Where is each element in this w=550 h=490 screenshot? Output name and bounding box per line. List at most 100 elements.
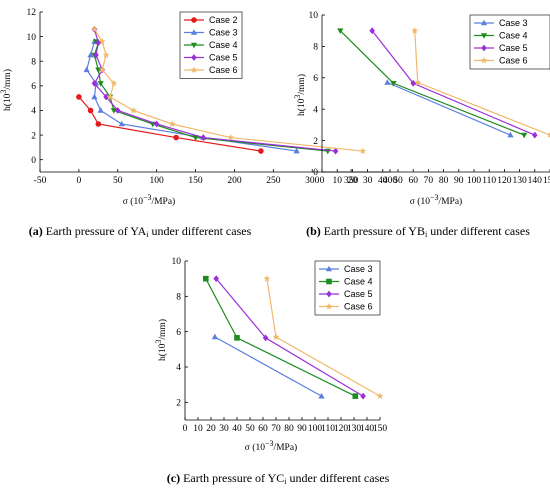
chart-c-series-case-6-point [263,275,271,282]
chart-a-series-case-5-point [93,51,99,59]
chart-a-series-case-5-point [332,147,339,155]
chart-a-legend-marker-case-6 [190,66,198,73]
chart-b-series-case-3-line [387,81,511,136]
chart-a-series-case-6-point [129,106,137,114]
chart-a-caption: (a) Earth pressure of YAi under differen… [29,224,252,239]
chart-c-series-case-5-point [262,334,269,342]
chart-a-y-tick-label: 4 [31,107,36,117]
chart-c-series-case-3-point [318,392,325,399]
chart-a-legend-marker-case-5 [191,54,197,61]
chart-c-x-tick-label: 120 [334,424,349,434]
chart-c-y-tick-label: 10 [172,257,182,267]
chart-a-series-case-5-line [93,29,336,152]
chart-b-x-tick-label: 110 [482,176,496,186]
chart-c-x-tick-label: 100 [308,424,323,434]
chart-b-x-tick-label: 150 [543,176,550,186]
chart-a-series-case-6-point [98,37,106,45]
chart-a-series-case-4-point [192,135,199,141]
chart-c-x-tick-label: 150 [373,424,388,434]
chart-a-legend-label-case-6: Case 6 [209,65,238,75]
chart-b-x-tick-label: 140 [528,176,543,186]
chart-b-x-tick-label: 70 [424,176,434,186]
chart-a-series-case-6-point [102,51,110,58]
chart-a-series-case-2-point [76,94,82,100]
chart-b-series-case-5-point [369,27,375,35]
chart-a-series-case-5-point [200,134,207,141]
chart-b-x-tick-label: 50 [393,176,403,186]
chart-b-x-tick-label: 20 [348,176,358,186]
chart-b-legend-label-case-5: Case 5 [499,43,528,53]
chart-c-legend-marker-case-3 [325,265,333,272]
chart-a-series-case-6-point [106,93,114,100]
chart-c-x-tick-label: 20 [206,424,216,434]
chart-c-legend-marker-case-4 [326,278,332,285]
chart-a-legend-marker-case-2 [191,17,197,23]
chart-b-y-tick-label: 4 [313,105,318,115]
chart-b-legend-marker-case-4 [480,33,488,39]
chart-b-series-case-6-point [414,78,422,86]
chart-b-x-tick-label: 100 [467,176,482,186]
chart-b-x-tick-label: 60 [408,176,418,186]
chart-a-x-tick-label: 200 [227,176,242,186]
chart-b-series-case-4-point [337,28,344,34]
chart-a-series-case-4-line [93,41,328,152]
chart-c-legend-label-case-3: Case 3 [344,264,373,274]
chart-c-legend-marker-case-5 [326,290,332,298]
chart-a-series-case-5-point [103,93,109,101]
chart-c-x-tick-label: 50 [245,424,255,434]
chart-c-legend: Case 3 Case 4 Case 5 Case 6 [314,260,381,316]
chart-b-y-tick-label: 0 [313,168,318,178]
chart-b-legend-label-case-3: Case 3 [499,18,528,28]
chart-c-legend-label-case-6: Case 6 [344,302,373,312]
chart-b-x-axis-title: σ (10−3/MPa) [410,193,462,207]
chart-a-series-case-6-point [91,25,98,33]
chart-a-y-tick-label: 6 [31,82,36,92]
chart-c-legend-label-case-4: Case 4 [344,277,373,287]
chart-b-x-tick-label: 80 [439,176,449,186]
chart-a-x-tick-label: -50 [34,176,47,186]
chart-a-series-case-3-point [91,93,98,100]
chart-b-legend-marker-case-3 [480,19,488,26]
chart-c-x-tick-label: 0 [183,424,188,434]
chart-c-series-case-3-point [211,333,218,340]
chart-a-y-tick-label: 12 [27,8,37,18]
chart-b-y-tick-label: 2 [313,137,318,147]
chart-a-x-tick-label: 100 [150,176,165,186]
chart-c-x-tick-label: 40 [232,424,242,434]
chart-c-x-tick-label: 130 [347,424,362,434]
chart-a-series-case-6-line [93,28,363,152]
chart-a-series-case-4-point [110,108,117,114]
chart-b-x-tick-label: 10 [332,176,342,186]
chart-a-legend-label-case-4: Case 4 [209,40,238,50]
chart-c-x-axis-title: σ (10−3/MPa) [245,439,297,453]
chart-b-legend-label-case-4: Case 4 [499,31,528,41]
chart-b-series-case-4-point [390,80,397,87]
chart-b-legend-marker-case-6 [480,56,488,64]
chart-a-legend: Case 2 Case 3 Case 4 Case 5 Case 6 [179,11,243,79]
chart-b-series-case-4-point [521,132,528,139]
chart-c-x-tick-label: 90 [297,424,307,434]
chart-b-legend: Case 3 Case 4 Case 5 Case 6 [469,14,550,70]
chart-a-y-tick-label: 8 [31,57,36,67]
chart-b-y-axis-title: h(103/mm) [293,74,307,116]
chart-a-series-case-2-point [95,121,102,127]
chart-a-series-case-6-point [110,79,118,87]
chart-b-legend-marker-case-5 [481,44,487,52]
chart-a-x-tick-label: 350 [344,176,359,186]
chart-a-x-axis-title: σ (10−3/MPa) [123,193,175,207]
chart-a-series-case-6-point [359,147,367,154]
chart-a-series-case-3-point [293,147,300,154]
chart-c-series-case-6-point [272,333,280,340]
chart-a-series-case-4-point [97,81,104,87]
chart-b-series-case-6-point [546,131,550,139]
chart-c-x-tick-label: 80 [284,424,294,434]
chart-a-plot: -50 0 50 100 150 200 250 300 350 400024681012Case… [27,8,398,186]
chart-b-caption: (b) Earth pressure of YBi under differen… [306,224,530,239]
chart-a-x-tick-label: 0 [77,176,82,186]
chart-a-series-case-2-point [258,148,264,154]
chart-a-legend-label-case-3: Case 3 [209,28,238,38]
chart-c-y-tick-label: 8 [176,293,181,303]
chart-b-y-tick-label: 8 [313,43,318,53]
